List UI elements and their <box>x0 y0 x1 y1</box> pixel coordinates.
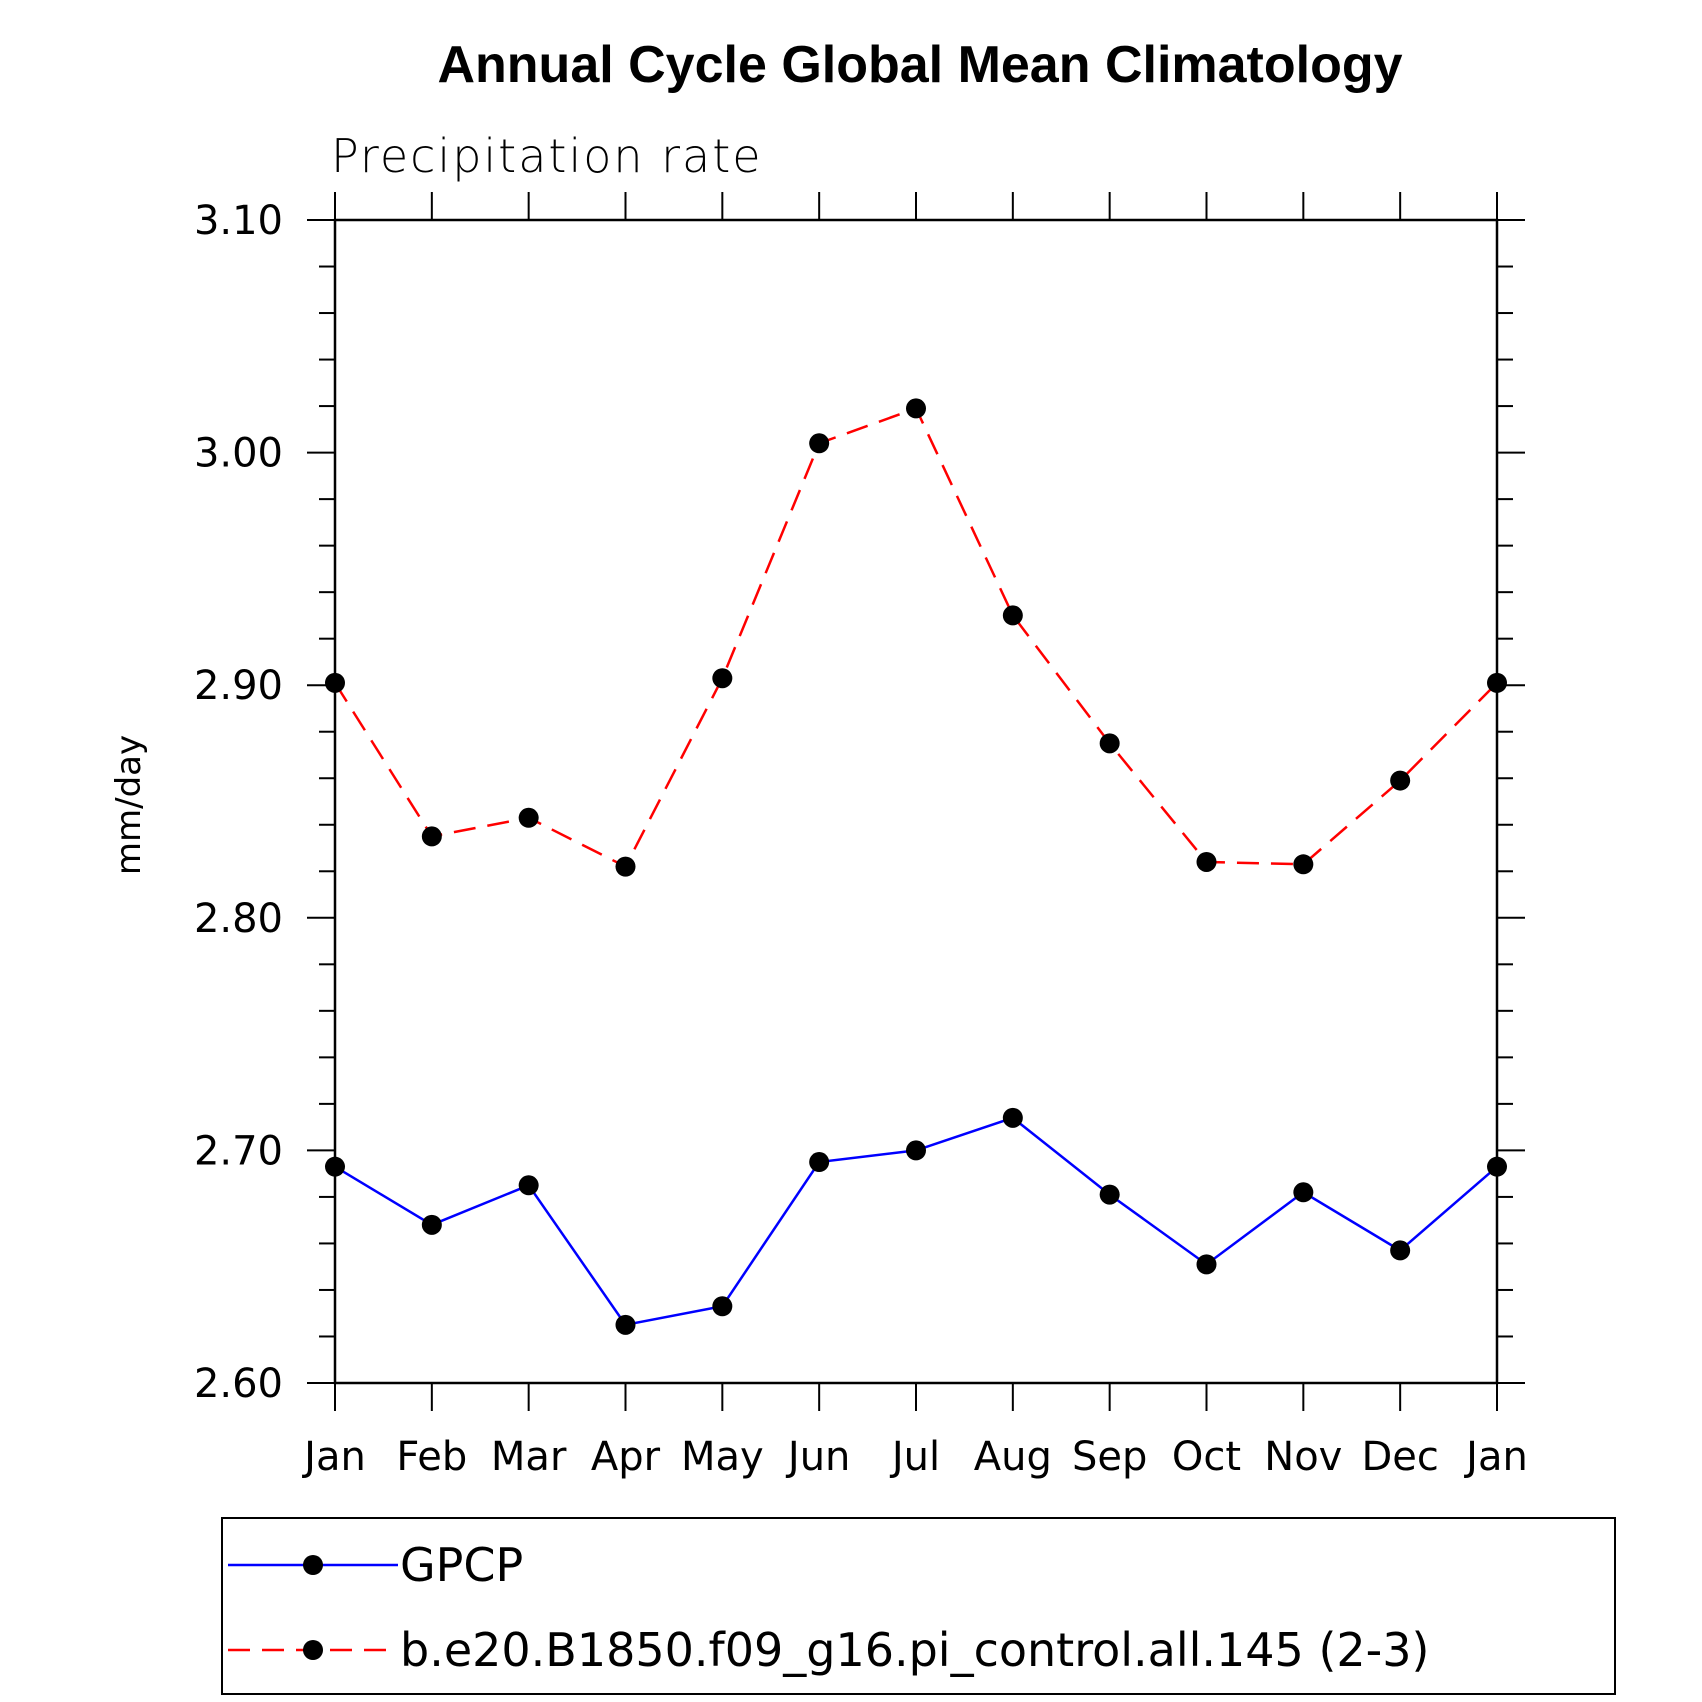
y-tick-label: 3.10 <box>194 198 283 244</box>
plot-border <box>333 218 1499 1385</box>
series-0-point <box>421 1214 442 1235</box>
series-1-point <box>1099 733 1120 754</box>
series-0-point <box>1293 1182 1314 1203</box>
series-1-point <box>1293 854 1314 875</box>
legend-label-model: b.e20.B1850.f09_g16.pi_control.all.145 (… <box>400 1623 1429 1677</box>
chart-title: Annual Cycle Global Mean Climatology <box>437 36 1402 94</box>
y-tick-label: 2.80 <box>194 896 283 942</box>
x-tick-label: Jan <box>1463 1434 1528 1480</box>
y-axis-label: mm/day <box>109 735 149 875</box>
series-0-point <box>1196 1254 1217 1275</box>
legend-label-gpcp: GPCP <box>400 1538 523 1592</box>
series-1-point <box>1487 672 1507 693</box>
series-1-point <box>421 826 442 847</box>
series-0-point <box>518 1175 539 1196</box>
y-tick-label: 2.70 <box>194 1128 283 1174</box>
plot-frame <box>333 218 1499 1385</box>
series-1-point <box>518 807 539 828</box>
x-tick-label: Feb <box>396 1434 467 1480</box>
series-0-point <box>615 1314 636 1335</box>
x-tick-label: Apr <box>591 1434 661 1480</box>
series-0-point <box>1487 1156 1507 1177</box>
x-tick-label: Mar <box>491 1434 567 1480</box>
x-tick-label: Nov <box>1264 1434 1342 1480</box>
legend-marker-model <box>303 1640 323 1660</box>
series-1-point <box>1390 770 1411 791</box>
x-tick-label: May <box>681 1434 764 1480</box>
x-tick-label: Dec <box>1361 1434 1438 1480</box>
legend: GPCP b.e20.B1850.f09_g16.pi_control.all.… <box>221 1517 1616 1695</box>
series-0-point <box>325 1156 345 1177</box>
series-1-point <box>906 398 926 419</box>
chart-subtitle: Precipitation rate <box>331 129 763 183</box>
series-0-point <box>1002 1107 1023 1128</box>
series-0-point <box>809 1152 830 1173</box>
x-tick-label: Oct <box>1172 1434 1241 1480</box>
x-axis: Jan Feb Mar Apr May Jun Jul Aug Sep Oct Nov Dec Jan <box>301 192 1528 1480</box>
y-tick-label: 3.00 <box>194 431 283 477</box>
x-tick-label: Sep <box>1072 1434 1147 1480</box>
series-1-point <box>1196 851 1217 872</box>
series-line-1 <box>333 406 1498 869</box>
series-1-point <box>1002 605 1023 626</box>
y-tick-label: 2.90 <box>194 663 283 709</box>
series-1-point <box>325 672 345 693</box>
x-tick-label: Jul <box>889 1434 940 1480</box>
x-tick-label: Aug <box>974 1434 1052 1480</box>
legend-marker-gpcp <box>303 1555 323 1575</box>
series-1-point <box>809 433 830 454</box>
x-tick-label: Jan <box>301 1434 366 1480</box>
series-1-point <box>615 856 636 877</box>
series-0-point <box>906 1140 926 1161</box>
x-tick-label: Jun <box>785 1434 851 1480</box>
series-layer <box>325 398 1507 1335</box>
series-0-point <box>712 1296 733 1317</box>
y-tick-label: 2.60 <box>194 1361 283 1407</box>
series-0-point <box>1099 1184 1120 1205</box>
series-1-point <box>712 668 733 689</box>
legend-box <box>221 1517 1616 1695</box>
series-0-point <box>1390 1240 1411 1261</box>
y-axis: 2.60 2.70 2.80 2.90 3.00 3.10 <box>194 198 1525 1407</box>
